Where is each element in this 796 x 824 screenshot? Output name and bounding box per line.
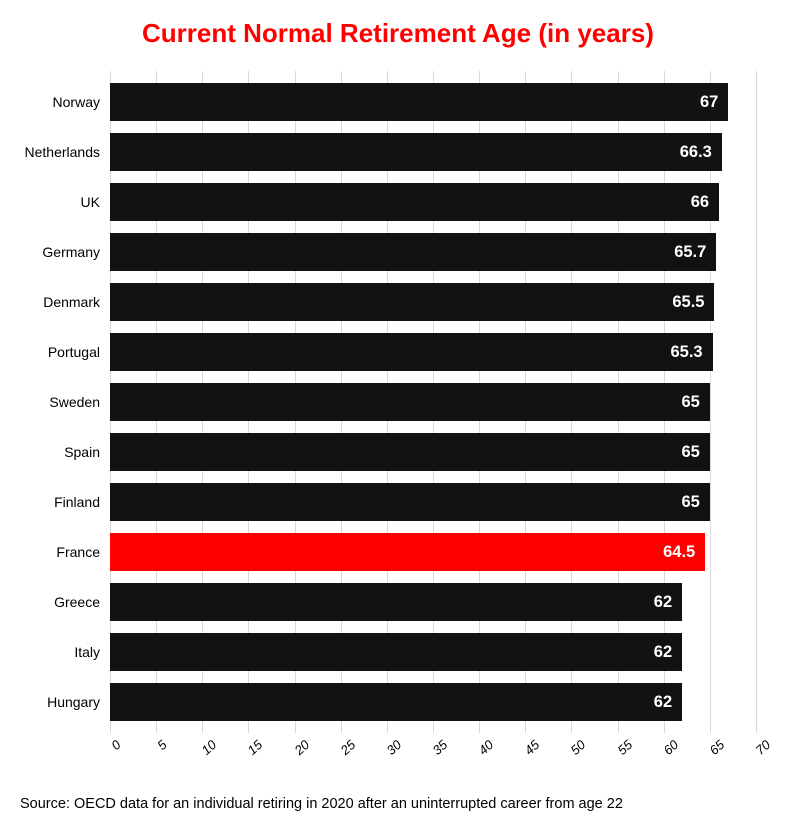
bar: 62 (110, 683, 682, 721)
category-label: France (56, 544, 110, 560)
bars-container: Norway67 Netherlands66.3 UK66 Germany65.7 De… (110, 71, 756, 733)
category-label: Portugal (48, 344, 110, 360)
bar-row: Germany65.7 (110, 233, 756, 271)
x-tick-label: 15 (245, 737, 266, 758)
category-label: Hungary (47, 694, 110, 710)
category-label: Denmark (43, 294, 110, 310)
bar-value-label: 62 (654, 693, 672, 712)
category-label: Netherlands (25, 144, 111, 160)
bar: 62 (110, 583, 682, 621)
bar: 67 (110, 83, 728, 121)
bar-row: Portugal65.3 (110, 333, 756, 371)
x-tick-label: 20 (291, 737, 312, 758)
category-label: Spain (64, 444, 110, 460)
x-tick-label: 25 (337, 737, 358, 758)
chart-title: Current Normal Retirement Age (in years) (20, 18, 776, 49)
bar-value-label: 65.3 (671, 343, 703, 362)
x-tick-label: 45 (522, 737, 543, 758)
x-tick-label: 70 (752, 737, 773, 758)
x-tick-label: 40 (476, 737, 497, 758)
x-tick-label: 10 (199, 737, 220, 758)
bar-row: Denmark65.5 (110, 283, 756, 321)
chart-plot-area: 0510152025303540455055606570 Norway67Net… (110, 71, 756, 761)
bar-value-label: 66 (691, 193, 709, 212)
bar-value-label: 65 (681, 493, 699, 512)
category-label: Germany (42, 244, 110, 260)
x-tick-label: 50 (568, 737, 589, 758)
bar-row: Hungary62 (110, 683, 756, 721)
bar-row: UK66 (110, 183, 756, 221)
bar: 65.7 (110, 233, 716, 271)
bar-value-label: 62 (654, 643, 672, 662)
bar: 65.5 (110, 283, 714, 321)
bar-value-label: 65.5 (672, 293, 704, 312)
bar-row: Greece62 (110, 583, 756, 621)
category-label: Italy (74, 644, 110, 660)
bar-row: Netherlands66.3 (110, 133, 756, 171)
bar-value-label: 64.5 (663, 543, 695, 562)
bar: 66 (110, 183, 719, 221)
bar-row: France64.5 (110, 533, 756, 571)
bar-row: Finland65 (110, 483, 756, 521)
category-label: Finland (54, 494, 110, 510)
bar-value-label: 65 (681, 393, 699, 412)
x-tick-label: 30 (383, 737, 404, 758)
x-tick-label: 5 (154, 737, 169, 753)
x-tick-label: 60 (660, 737, 681, 758)
x-tick-label: 35 (429, 737, 450, 758)
bar-row: Italy62 (110, 633, 756, 671)
x-tick-label: 55 (614, 737, 635, 758)
x-tick-label: 65 (706, 737, 727, 758)
bar: 62 (110, 633, 682, 671)
bar-value-label: 67 (700, 93, 718, 112)
bar-row: Sweden65 (110, 383, 756, 421)
x-axis: 0510152025303540455055606570 (110, 733, 756, 761)
category-label: Sweden (49, 394, 110, 410)
category-label: Norway (53, 94, 110, 110)
bar-value-label: 62 (654, 593, 672, 612)
category-label: Greece (54, 594, 110, 610)
bar-value-label: 65.7 (674, 243, 706, 262)
category-label: UK (81, 194, 110, 210)
bar-value-label: 66.3 (680, 143, 712, 162)
bar: 65 (110, 383, 710, 421)
bar: 65 (110, 483, 710, 521)
bar-row: Spain65 (110, 433, 756, 471)
source-note: Source: OECD data for an individual reti… (20, 796, 623, 812)
bar: 65.3 (110, 333, 713, 371)
x-tick-label: 0 (108, 737, 123, 753)
bar: 65 (110, 433, 710, 471)
bar-highlight: 64.5 (110, 533, 705, 571)
bar: 66.3 (110, 133, 722, 171)
bar-row: Norway67 (110, 83, 756, 121)
gridline (756, 71, 757, 733)
bar-value-label: 65 (681, 443, 699, 462)
